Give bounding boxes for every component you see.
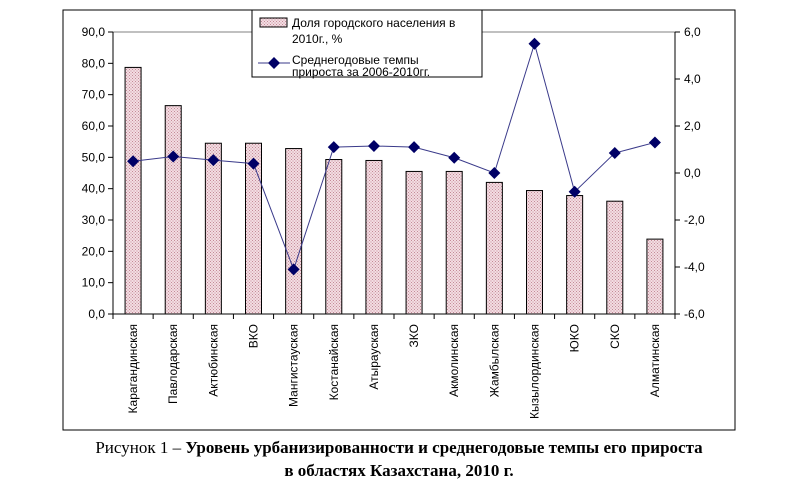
- bar: [606, 200, 624, 315]
- caption-prefix: Рисунок 1 –: [95, 438, 186, 457]
- left-tick-label: 10,0: [82, 276, 106, 290]
- bar: [445, 170, 463, 315]
- x-tick-label: ЗКО: [407, 324, 421, 347]
- left-tick-label: 70,0: [82, 88, 106, 102]
- x-tick-label: Павлодарская: [166, 324, 180, 404]
- bar: [526, 190, 543, 315]
- bar: [285, 148, 303, 315]
- line-marker: [608, 147, 621, 160]
- line-marker: [287, 263, 300, 276]
- line-series: [133, 41, 656, 271]
- right-tick-label: 0,0: [684, 166, 701, 180]
- line-marker: [448, 151, 461, 164]
- bar: [405, 170, 423, 315]
- legend-label-bar-2: 2010г., %: [292, 32, 343, 46]
- caption-line-1: Рисунок 1 – Уровень урбанизированности и…: [0, 438, 798, 458]
- x-tick-label: Мангистауская: [287, 324, 301, 407]
- right-tick-label: -6,0: [684, 307, 705, 321]
- legend-line-marker: [268, 57, 280, 69]
- chart: 0,0 10,0 20,0 30,0 40,0 50,0 60,0 70,0 80,0 90,0 -…: [62, 9, 736, 431]
- x-tick-label: Акмолинская: [447, 324, 461, 397]
- bar: [646, 238, 664, 315]
- bar: [245, 142, 262, 315]
- legend-bar-swatch: [259, 17, 288, 28]
- bar: [204, 142, 222, 315]
- line-marker: [327, 141, 340, 154]
- caption-title: Уровень урбанизированности и среднегодов…: [185, 438, 703, 457]
- bar: [566, 195, 584, 315]
- x-tick-label: Карагандинская: [126, 324, 140, 413]
- x-tick-label: ЮКО: [568, 324, 582, 352]
- x-tick-label: Кызылординская: [528, 324, 542, 419]
- line-marker: [568, 185, 581, 198]
- legend-label-bar: Доля городского населения в: [292, 16, 455, 30]
- left-tick-label: 30,0: [82, 213, 106, 227]
- bar: [164, 105, 182, 315]
- line-marker: [207, 154, 220, 167]
- line-marker: [488, 167, 501, 179]
- line-marker: [367, 139, 380, 152]
- right-tick-label: -4,0: [684, 260, 705, 274]
- left-tick-label: 0,0: [88, 307, 105, 321]
- bar: [124, 66, 142, 315]
- line-marker: [167, 150, 180, 163]
- bar: [485, 181, 503, 315]
- legend-label-line: Среднегодовые темпы: [292, 53, 419, 67]
- legend-box: [251, 9, 483, 78]
- x-tick-label: ВКО: [247, 324, 261, 348]
- x-tick-label: СКО: [608, 324, 622, 349]
- bar: [325, 159, 343, 315]
- x-tick-label: Алматинская: [648, 324, 662, 397]
- x-tick-label: Актюбинская: [206, 324, 220, 397]
- left-tick-label: 90,0: [82, 25, 106, 39]
- left-tick-label: 20,0: [82, 244, 106, 258]
- line-marker: [408, 141, 421, 154]
- caption-line-2: в областях Казахстана, 2010 г.: [0, 461, 798, 481]
- caption-title-2: в областях Казахстана, 2010 г.: [284, 461, 514, 480]
- bar: [365, 159, 383, 315]
- line-marker: [648, 136, 661, 149]
- right-tick-label: 6,0: [684, 25, 701, 39]
- left-tick-label: 40,0: [82, 182, 106, 196]
- left-tick-label: 80,0: [82, 56, 106, 70]
- line-marker: [247, 157, 260, 170]
- right-tick-label: -2,0: [684, 213, 705, 227]
- right-tick-label: 4,0: [684, 72, 701, 86]
- line-marker: [528, 37, 541, 50]
- x-tick-label: Атырауская: [367, 324, 381, 390]
- x-tick-label: Жамбылская: [487, 324, 501, 397]
- legend-label-line-2: прироста за 2006-2010гг.: [292, 65, 430, 79]
- left-tick-label: 60,0: [82, 119, 106, 133]
- right-tick-label: 2,0: [684, 119, 701, 133]
- left-tick-label: 50,0: [82, 150, 106, 164]
- line-marker: [127, 155, 140, 168]
- x-tick-label: Костанайская: [327, 324, 341, 400]
